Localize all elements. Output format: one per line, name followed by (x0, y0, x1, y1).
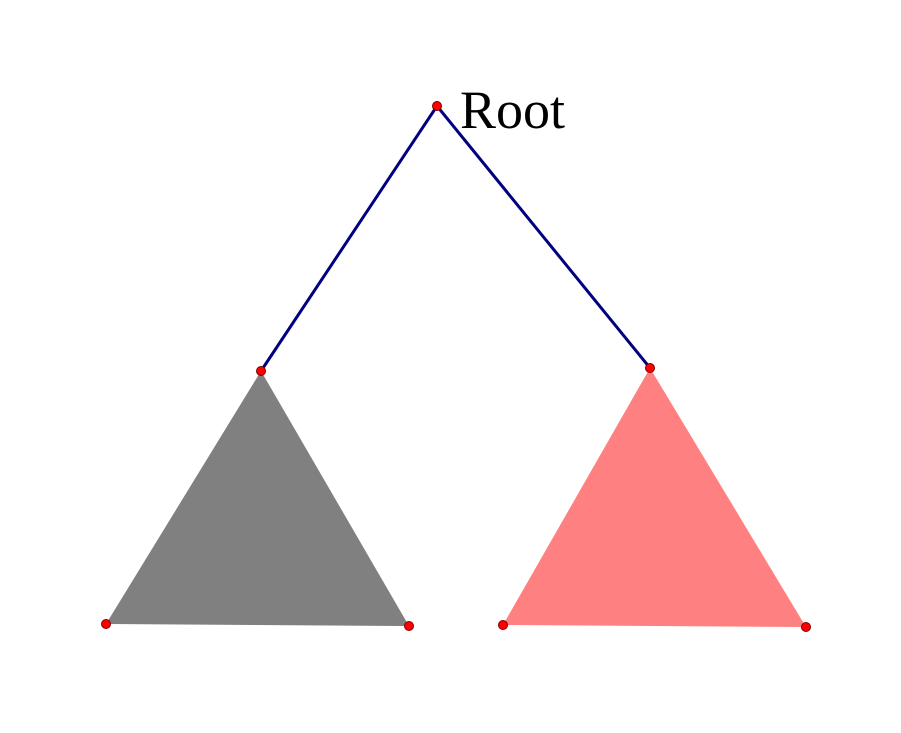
root-label: Root (460, 80, 565, 140)
root-left-edge (259, 105, 439, 372)
left-subtree-bottom-right-vertex (404, 621, 414, 631)
right-subtree-bottom-left-vertex (498, 620, 508, 630)
root-vertex (432, 101, 442, 111)
left-subtree-bottom-left-vertex (101, 619, 111, 629)
left-subtree-triangle (106, 371, 409, 626)
root-right-edge (435, 105, 652, 369)
left-child-vertex (256, 366, 266, 376)
right-child-vertex (645, 363, 655, 373)
right-subtree-triangle (503, 368, 806, 627)
right-subtree-bottom-right-vertex (801, 622, 811, 632)
